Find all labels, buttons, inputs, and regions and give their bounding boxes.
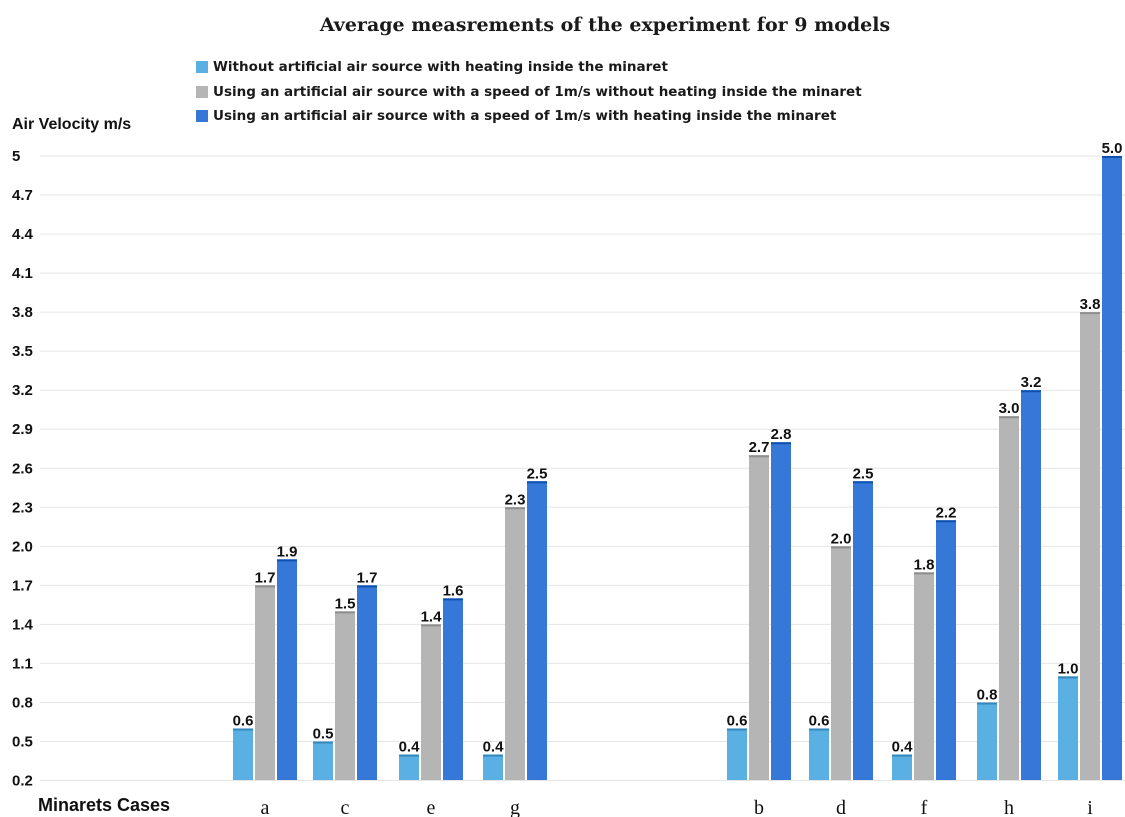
y-tick-label: 4.1 xyxy=(12,265,33,282)
y-tick-label: 3.8 xyxy=(12,304,33,321)
bar xyxy=(853,481,873,780)
bar xyxy=(999,416,1019,780)
data-label: 0.8 xyxy=(977,686,998,703)
legend-label-2: Using an artificial air source with a sp… xyxy=(213,83,862,100)
bar xyxy=(892,754,912,780)
x-tick-label: a xyxy=(261,797,270,817)
data-label: 0.5 xyxy=(313,725,334,742)
bar xyxy=(357,585,377,780)
y-tick-label: 1.1 xyxy=(12,655,33,672)
legend-item-3: Using an artificial air source with a sp… xyxy=(196,104,862,129)
data-label: 2.3 xyxy=(505,491,526,508)
legend-swatch-1 xyxy=(196,61,208,74)
bar xyxy=(1021,390,1041,780)
data-label: 1.4 xyxy=(421,608,443,625)
data-label: 3.0 xyxy=(999,400,1020,417)
bar xyxy=(831,546,851,780)
y-tick-label: 0.5 xyxy=(12,733,33,750)
bar xyxy=(749,455,769,780)
bar xyxy=(1080,312,1100,780)
x-tick-label: g xyxy=(510,797,520,817)
x-tick-label: i xyxy=(1087,797,1093,817)
x-tick-label: b xyxy=(754,797,764,817)
y-tick-label: 4.4 xyxy=(12,226,34,243)
data-label: 2.8 xyxy=(771,426,792,443)
chart-title: Average measrements of the experiment fo… xyxy=(319,14,891,36)
bar xyxy=(771,442,791,780)
y-tick-label: 0.2 xyxy=(12,773,33,790)
data-label: 0.6 xyxy=(233,712,254,729)
x-tick-label: e xyxy=(427,797,436,817)
bar xyxy=(505,507,525,780)
data-label: 1.0 xyxy=(1058,660,1079,677)
data-label: 2.5 xyxy=(527,465,548,482)
data-label: 0.6 xyxy=(809,712,830,729)
data-label: 0.4 xyxy=(483,738,505,755)
legend-item-1: Without artificial air source with heati… xyxy=(196,55,862,80)
data-label: 2.7 xyxy=(749,439,770,456)
bar xyxy=(483,754,503,780)
bar xyxy=(277,559,297,780)
data-label: 1.9 xyxy=(277,543,298,560)
x-axis-label: Minarets Cases xyxy=(38,795,171,815)
bar xyxy=(255,585,275,780)
bar xyxy=(233,728,253,780)
bar xyxy=(399,754,419,780)
bar xyxy=(443,598,463,780)
legend-swatch-2 xyxy=(196,85,208,98)
data-label: 1.7 xyxy=(357,569,378,586)
bar xyxy=(809,728,829,780)
data-label: 5.0 xyxy=(1102,140,1123,157)
legend-swatch-3 xyxy=(196,110,208,123)
legend-label-3: Using an artificial air source with a sp… xyxy=(213,108,837,125)
x-tick-label: h xyxy=(1004,797,1014,817)
y-tick-label: 1.7 xyxy=(12,577,33,594)
bar xyxy=(335,611,355,780)
y-tick-label: 3.2 xyxy=(12,382,33,399)
data-label: 0.4 xyxy=(892,738,914,755)
y-tick-label: 2.9 xyxy=(12,421,33,438)
data-label: 1.8 xyxy=(914,556,935,573)
x-tick-label: d xyxy=(836,797,846,817)
data-label: 2.0 xyxy=(831,530,852,547)
x-tick-label: f xyxy=(921,797,928,817)
y-tick-label: 2.0 xyxy=(12,538,33,555)
data-label: 3.8 xyxy=(1080,296,1101,313)
legend-label-1: Without artificial air source with heati… xyxy=(213,59,668,76)
y-tick-label: 1.4 xyxy=(12,616,34,633)
bar xyxy=(977,702,997,780)
data-label: 2.2 xyxy=(936,504,957,521)
bar xyxy=(527,481,547,780)
y-tick-label: 3.5 xyxy=(12,343,33,360)
data-label: 1.7 xyxy=(255,569,276,586)
legend: Without artificial air source with heati… xyxy=(196,55,862,129)
x-tick-label: c xyxy=(341,797,350,817)
data-label: 1.5 xyxy=(335,595,356,612)
y-tick-label: 4.7 xyxy=(12,187,33,204)
data-label: 3.2 xyxy=(1021,374,1042,391)
bar xyxy=(1058,676,1078,780)
legend-item-2: Using an artificial air source with a sp… xyxy=(196,80,862,105)
bar xyxy=(421,624,441,780)
bar xyxy=(313,741,333,780)
data-label: 2.5 xyxy=(853,465,874,482)
data-label: 0.6 xyxy=(727,712,748,729)
bar xyxy=(914,572,934,780)
data-label: 0.4 xyxy=(399,738,421,755)
y-tick-label: 5 xyxy=(12,148,20,165)
bar xyxy=(936,520,956,780)
data-label: 1.6 xyxy=(443,582,464,599)
y-tick-label: 0.8 xyxy=(12,694,33,711)
y-axis-label: Air Velocity m/s xyxy=(12,116,132,133)
bar xyxy=(727,728,747,780)
y-tick-label: 2.6 xyxy=(12,460,33,477)
y-tick-label: 2.3 xyxy=(12,499,33,516)
bar xyxy=(1102,156,1122,780)
